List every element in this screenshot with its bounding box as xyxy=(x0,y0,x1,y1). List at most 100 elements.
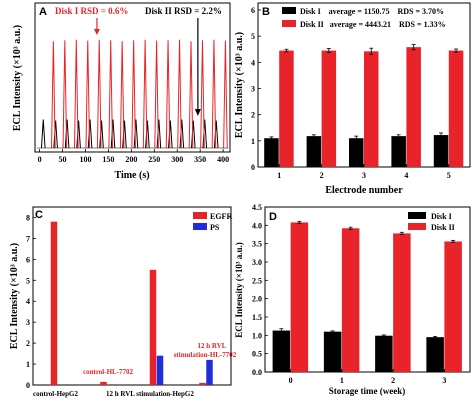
panel-a-series-1-peak xyxy=(165,40,171,149)
panel-a-series-1-peak xyxy=(85,40,91,149)
panel-d-bar xyxy=(341,228,360,372)
panel-b-bar xyxy=(264,138,279,167)
panel-a-series-1-peak xyxy=(108,40,114,149)
panel-a-series-1-peak xyxy=(200,40,205,149)
panel-a-series-0-peak xyxy=(64,119,70,149)
panel-a-xtick-label: 350 xyxy=(194,155,206,164)
panel-c-ytick-label: 1 xyxy=(26,360,30,369)
panel-c-ytick-label: 8 xyxy=(26,213,30,222)
panel-d-ytick-label: 3.0 xyxy=(252,258,262,267)
panel-c-inline-label-rvl-hl7702-line2: stimulation-HL-7702 xyxy=(174,351,237,359)
panel-b-bar xyxy=(433,135,449,167)
panel-c-ylabel: ECL Intensity (×10³ a.u.) xyxy=(9,243,20,349)
panel-d-legend-swatch-disk1 xyxy=(408,212,426,219)
panel-d-bar xyxy=(393,233,411,372)
panel-a-series-0-peak xyxy=(99,120,104,149)
panel-b-xtick-label: 4 xyxy=(404,171,408,180)
panel-a-xtick-label: 100 xyxy=(79,155,91,164)
panel-d-ytick-label: 4.5 xyxy=(252,203,262,212)
panel-b-ylabel: ECL Intensity (×10³ a.u.) xyxy=(234,32,245,138)
panel-a-xtick-label: 250 xyxy=(148,155,160,164)
panel-a-annotation-disk2: Disk II RSD = 2.2% xyxy=(145,6,222,16)
panel-a-xtick-label: 400 xyxy=(217,155,229,164)
panel-a-series-1-peak xyxy=(62,40,68,149)
panel-d-bar xyxy=(290,222,309,372)
panel-c: C EGFR PS 0 1 2 3 4 5 6 7 8 control-HL-7702 12 h… xyxy=(9,206,237,398)
panel-a-series-0-peak xyxy=(40,119,46,149)
panel-b-bar xyxy=(321,50,337,167)
panel-a-series-1-peak xyxy=(51,41,56,149)
panel-a-series-1-peak xyxy=(119,41,125,149)
panel-c-frame xyxy=(32,206,232,386)
panel-a-series-1-peak xyxy=(96,39,102,149)
panel-d-legend-disk2: Disk II xyxy=(431,223,455,232)
panel-b-xtick-label: 3 xyxy=(362,171,366,180)
panel-b-ytick-label: 0 xyxy=(251,163,255,172)
panel-a-series-0-peak xyxy=(110,119,116,149)
panel-a-series-0-peak xyxy=(202,119,208,149)
panel-c-letter: C xyxy=(35,209,43,221)
panel-a-arrowhead-disk2 xyxy=(194,109,201,116)
panel-a-series-0-peak xyxy=(145,120,150,149)
panel-a-frame xyxy=(34,2,231,153)
panel-a-xtick-label: 200 xyxy=(125,155,137,164)
panel-d-legend-swatch-disk2 xyxy=(408,223,426,230)
panel-d-xtick-label: 0 xyxy=(289,376,293,385)
panel-a-series-1-peak xyxy=(154,40,159,149)
panel-d-ytick-label: 2.5 xyxy=(252,276,262,285)
panel-c-bar xyxy=(206,359,213,385)
panel-a-series-0-peak xyxy=(76,120,81,149)
panel-b-bar xyxy=(279,50,294,167)
panel-a-series-1-peak xyxy=(211,39,217,149)
panel-a-series-1-peak xyxy=(177,39,182,149)
panel-a-series-0-peak xyxy=(156,119,162,149)
panel-c-ytick-label: 0 xyxy=(26,381,30,390)
panel-d-bar xyxy=(444,241,462,372)
panel-a-series-1-peak xyxy=(73,39,79,149)
panel-d-ytick-label: 0.5 xyxy=(252,350,262,359)
panel-d-xlabel: Storage time (week) xyxy=(329,386,405,396)
panel-c-ytick-label: 6 xyxy=(26,255,30,264)
panel-c-legend-egfr: EGFR xyxy=(210,212,232,221)
panel-d-ytick-label: 1.0 xyxy=(252,331,262,340)
panel-a-ylabel: ECL Intensity (×10³ a.u.) xyxy=(12,25,23,131)
panel-b-xtick-label: 1 xyxy=(277,171,281,180)
panel-a-series-0-peak xyxy=(122,120,127,149)
panel-b-bar xyxy=(306,136,322,167)
panel-d-bar xyxy=(323,331,342,372)
panel-b: B Disk I average = 1150.75 RDS = 3.70% D… xyxy=(234,2,471,196)
panel-d-bar xyxy=(426,337,444,372)
panel-d-bar xyxy=(272,330,291,372)
panel-d-ytick-label: 0.0 xyxy=(252,368,262,377)
panel-a-annotation-disk1: Disk I RSD = 0.6% xyxy=(55,6,128,16)
panel-a-series-0-peak xyxy=(53,120,58,149)
panel-d-letter: D xyxy=(269,211,277,223)
panel-b-legend-swatch-disk2 xyxy=(282,20,296,27)
panel-a-series-1-peak xyxy=(188,41,194,149)
panel-c-bar xyxy=(156,355,164,385)
panel-c-ytick-label: 3 xyxy=(26,318,30,327)
panel-d-legend-disk1: Disk I xyxy=(431,212,452,221)
panel-d-xtick-label: 1 xyxy=(340,376,344,385)
panel-d-ylabel: ECL Intensity (×10³ a.u.) xyxy=(234,242,244,338)
panel-c-xlabel-hepg2: control-HepG2 xyxy=(33,390,78,398)
panel-b-xtick-label: 2 xyxy=(320,171,324,180)
panel-c-legend-swatch-egfr xyxy=(193,212,207,219)
panel-c-bar xyxy=(100,381,107,385)
panel-b-bar xyxy=(448,50,464,167)
panel-a-series-0-peak xyxy=(190,120,196,149)
panel-a-series-0-peak xyxy=(168,120,173,149)
panel-a-series-1-peak xyxy=(223,40,228,149)
panel-c-inline-label-hl7702: control-HL-7702 xyxy=(83,368,134,376)
panel-a-series-1-peak xyxy=(142,39,148,149)
panel-d-ytick-label: 3.5 xyxy=(252,240,262,249)
panel-b-xtick-label: 5 xyxy=(447,171,451,180)
panel-b-legend-disk2: Disk II average = 4443.21 RDS = 1.33% xyxy=(300,20,446,29)
panel-b-bar xyxy=(349,138,364,167)
panel-c-inline-label-rvl-hl7702-line1: 12 h RVL xyxy=(198,342,227,350)
panel-b-ytick-label: 4 xyxy=(251,58,255,67)
panel-d-xtick-label: 2 xyxy=(391,376,395,385)
panel-c-bar xyxy=(199,382,206,385)
panel-a-letter: A xyxy=(39,6,47,18)
